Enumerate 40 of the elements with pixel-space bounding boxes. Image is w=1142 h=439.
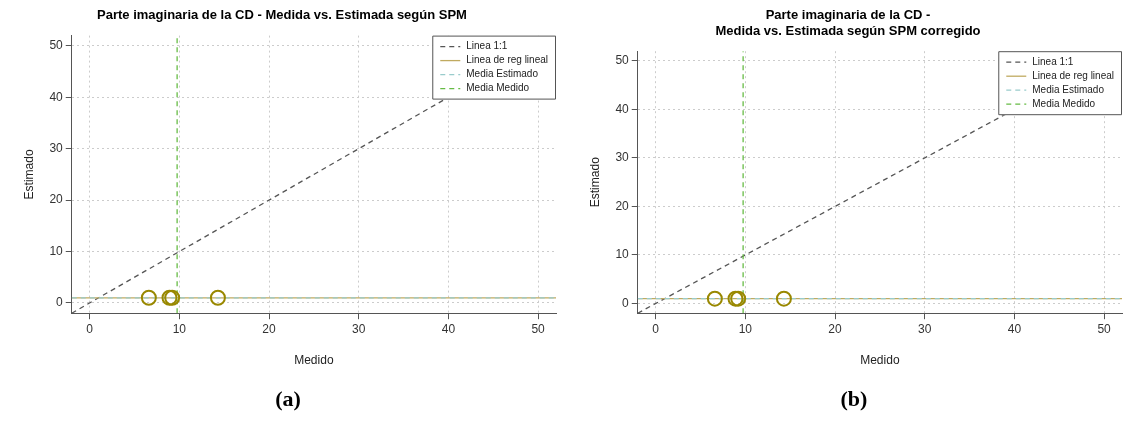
y-tick-label: 40 bbox=[49, 89, 64, 104]
legend-label: Linea de reg lineal bbox=[466, 54, 549, 66]
chart-title: Parte imaginaria de la CD - Medida vs. Estimada según SPM bbox=[97, 7, 467, 23]
x-axis-title: Medido bbox=[294, 353, 334, 368]
legend-label: Linea 1:1 bbox=[1032, 55, 1074, 67]
text: (a) bbox=[274, 386, 302, 412]
y-tick-label: 10 bbox=[49, 243, 64, 258]
legend-label: Media Estimado bbox=[466, 68, 539, 80]
y-axis-title: Estimado bbox=[587, 156, 602, 208]
y-tick-label: 0 bbox=[622, 295, 630, 310]
legend-label: Linea 1:1 bbox=[466, 40, 508, 52]
x-tick-label: 50 bbox=[1097, 321, 1112, 336]
x-tick-label: 10 bbox=[172, 321, 187, 336]
legend-label: Media Medido bbox=[1032, 97, 1096, 109]
x-tick-label: 50 bbox=[531, 321, 546, 336]
y-tick-label: 20 bbox=[615, 198, 630, 213]
text: (b) bbox=[839, 386, 869, 412]
x-tick-label: 30 bbox=[352, 321, 366, 336]
y-tick-label: 0 bbox=[56, 295, 64, 310]
legend-label: Media Medido bbox=[466, 82, 530, 94]
y-tick-label: 10 bbox=[615, 247, 630, 262]
y-tick-label: 50 bbox=[49, 38, 64, 53]
y-tick-label: 30 bbox=[49, 141, 64, 156]
x-tick-label: 30 bbox=[918, 321, 932, 336]
y-tick-label: 20 bbox=[49, 192, 64, 207]
x-axis-title: Medido bbox=[860, 353, 900, 368]
x-tick-label: 0 bbox=[652, 321, 660, 336]
y-tick-label: 30 bbox=[615, 150, 630, 165]
x-tick-label: 20 bbox=[262, 321, 277, 336]
x-tick-label: 20 bbox=[828, 321, 843, 336]
x-tick-label: 40 bbox=[441, 321, 456, 336]
legend-label: Media Estimado bbox=[1032, 83, 1105, 95]
x-tick-label: 40 bbox=[1007, 321, 1022, 336]
x-tick-label: 0 bbox=[86, 321, 94, 336]
y-axis-title: Estimado bbox=[21, 149, 36, 200]
chart-title: Parte imaginaria de la CD - Medida vs. Estimada según SPM corregido bbox=[715, 7, 981, 38]
y-tick-label: 50 bbox=[615, 53, 630, 68]
legend-label: Linea de reg lineal bbox=[1032, 69, 1115, 81]
x-tick-label: 10 bbox=[738, 321, 753, 336]
y-tick-label: 40 bbox=[615, 101, 630, 116]
